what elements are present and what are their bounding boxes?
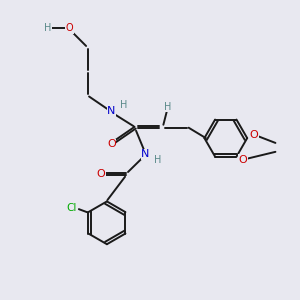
Text: O: O: [66, 23, 74, 33]
Text: O: O: [239, 154, 248, 165]
Text: H: H: [120, 100, 128, 110]
Text: H: H: [154, 155, 162, 165]
Text: N: N: [141, 149, 150, 160]
Text: O: O: [107, 139, 116, 149]
Text: O: O: [97, 169, 105, 179]
Text: H: H: [44, 23, 51, 33]
Text: N: N: [107, 106, 116, 116]
Text: Cl: Cl: [67, 203, 77, 213]
Text: H: H: [164, 102, 172, 112]
Text: O: O: [249, 130, 258, 140]
